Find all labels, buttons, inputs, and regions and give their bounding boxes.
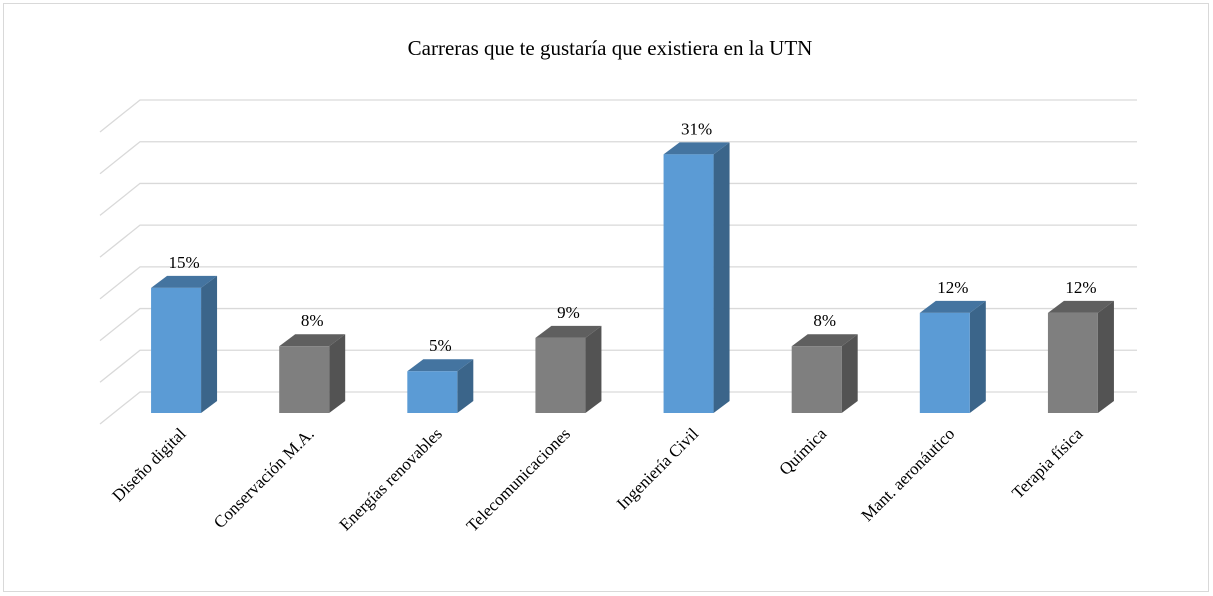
bar: [407, 359, 474, 413]
bar-top: [151, 275, 218, 288]
grid-line: [99, 266, 1137, 300]
bar: [919, 300, 986, 413]
bar: [535, 325, 602, 413]
bar: [151, 275, 218, 413]
value-label: 9%: [557, 303, 580, 322]
bar-side: [329, 334, 346, 413]
bar-side: [969, 300, 986, 413]
bar-top: [535, 325, 602, 338]
value-label: 5%: [429, 336, 452, 355]
bar-front: [919, 312, 970, 413]
value-label: 31%: [681, 119, 712, 138]
bar-front: [663, 154, 714, 413]
bar-top: [279, 334, 346, 347]
bar-side: [1097, 300, 1114, 413]
bar-side: [713, 142, 730, 413]
value-label: 8%: [813, 311, 836, 330]
bar-top: [791, 334, 858, 347]
grid-line: [99, 182, 1137, 216]
value-label: 12%: [937, 278, 968, 297]
value-label: 8%: [301, 311, 324, 330]
bar-top: [407, 359, 474, 372]
grid-line: [99, 307, 1137, 342]
bar-front: [407, 371, 458, 413]
bar-top: [1047, 300, 1114, 313]
bar: [791, 334, 858, 413]
bar: [663, 142, 730, 413]
bar-front: [535, 337, 586, 413]
bar-front: [279, 346, 330, 413]
chart-title: Carreras que te gustaría que existiera e…: [408, 36, 813, 60]
grid-line: [99, 141, 1137, 175]
grid-line: [99, 224, 1137, 258]
grid-line: [99, 99, 1137, 133]
bar-side: [457, 359, 474, 413]
bar-side: [841, 334, 858, 413]
bar-front: [151, 287, 202, 413]
bar-top: [663, 142, 730, 155]
bar-side: [201, 275, 218, 413]
bar-front: [791, 346, 842, 413]
value-label: 15%: [168, 253, 199, 272]
value-label: 12%: [1065, 278, 1096, 297]
bar-front: [1047, 312, 1098, 413]
bar-top: [919, 300, 986, 313]
bar: [279, 334, 346, 413]
bar: [1047, 300, 1114, 413]
bar-side: [585, 325, 602, 413]
